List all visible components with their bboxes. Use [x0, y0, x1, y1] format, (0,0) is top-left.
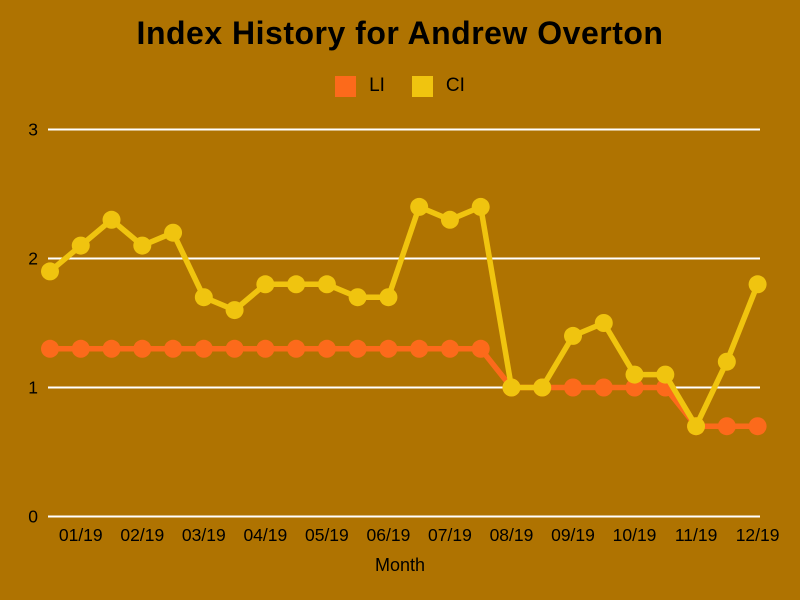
x-tick-label: 08/19	[490, 525, 534, 545]
series-point-ci	[533, 378, 552, 397]
series-point-ci	[41, 262, 59, 281]
series-point-ci	[748, 275, 767, 294]
series-point-ci	[717, 352, 736, 371]
x-tick-label: 02/19	[120, 525, 164, 545]
series-point-li	[348, 339, 367, 358]
series-point-ci	[410, 197, 429, 216]
series-point-ci	[256, 275, 275, 294]
series-point-ci	[133, 236, 152, 255]
x-tick-label: 05/19	[305, 525, 349, 545]
series-point-ci	[502, 378, 521, 397]
x-tick-label: 06/19	[367, 525, 411, 545]
y-tick-label: 1	[28, 378, 38, 398]
series-point-li	[379, 339, 398, 358]
series-point-li	[133, 339, 152, 358]
series-point-ci	[348, 288, 367, 307]
series-point-li	[256, 339, 275, 358]
x-tick-label: 01/19	[59, 525, 103, 545]
x-tick-label: 09/19	[551, 525, 595, 545]
series-point-li	[71, 339, 90, 358]
legend-swatch-ci	[411, 75, 433, 97]
series-point-li	[410, 339, 429, 358]
x-tick-label: 04/19	[243, 525, 287, 545]
series-point-li	[102, 339, 121, 358]
x-tick-label: 11/19	[675, 525, 718, 545]
legend-label-ci: CI	[445, 75, 465, 96]
series-point-ci	[687, 417, 706, 436]
series-point-ci	[564, 326, 583, 345]
series-line-ci	[48, 204, 761, 429]
series-point-ci	[379, 288, 398, 307]
series-point-ci	[471, 197, 490, 216]
y-tick-label: 3	[28, 120, 38, 140]
series-point-li	[625, 378, 644, 397]
series-point-li	[594, 378, 613, 397]
series-point-ci	[225, 301, 244, 320]
series-point-ci	[317, 275, 336, 294]
legend-label-li: LI	[369, 75, 385, 96]
series-point-li	[287, 339, 306, 358]
legend-swatch-li	[335, 75, 357, 97]
legend-item-ci: CI	[411, 75, 465, 97]
series-point-ci	[102, 210, 121, 229]
x-tick-label: 10/19	[613, 525, 657, 545]
x-axis-title: Month	[374, 555, 426, 575]
series-point-li	[164, 339, 183, 358]
series-point-li	[317, 339, 336, 358]
series-point-li	[41, 339, 59, 358]
x-tick-label: 07/19	[428, 525, 472, 545]
series-point-li	[717, 417, 736, 436]
series-point-ci	[71, 236, 90, 255]
series-point-li	[440, 339, 459, 358]
series-point-ci	[194, 288, 213, 307]
series-point-ci	[594, 314, 613, 332]
series-point-ci	[656, 365, 675, 384]
y-tick-label: 0	[28, 507, 38, 527]
chart-legend: LI CI	[0, 75, 800, 97]
x-tick-label: 03/19	[182, 525, 226, 545]
legend-item-li: LI	[335, 75, 385, 97]
series-point-li	[225, 339, 244, 358]
x-tick-label: 12/19	[736, 525, 780, 545]
series-point-li	[471, 339, 490, 358]
y-tick-label: 2	[28, 249, 38, 269]
series-point-ci	[287, 275, 306, 294]
chart-title: Index History for Andrew Overton	[136, 15, 664, 51]
series-point-li	[748, 417, 767, 436]
series-point-ci	[625, 365, 644, 384]
series-point-li	[194, 339, 213, 358]
series-point-ci	[440, 210, 459, 229]
series-point-li	[564, 378, 583, 397]
series-point-ci	[164, 223, 183, 242]
